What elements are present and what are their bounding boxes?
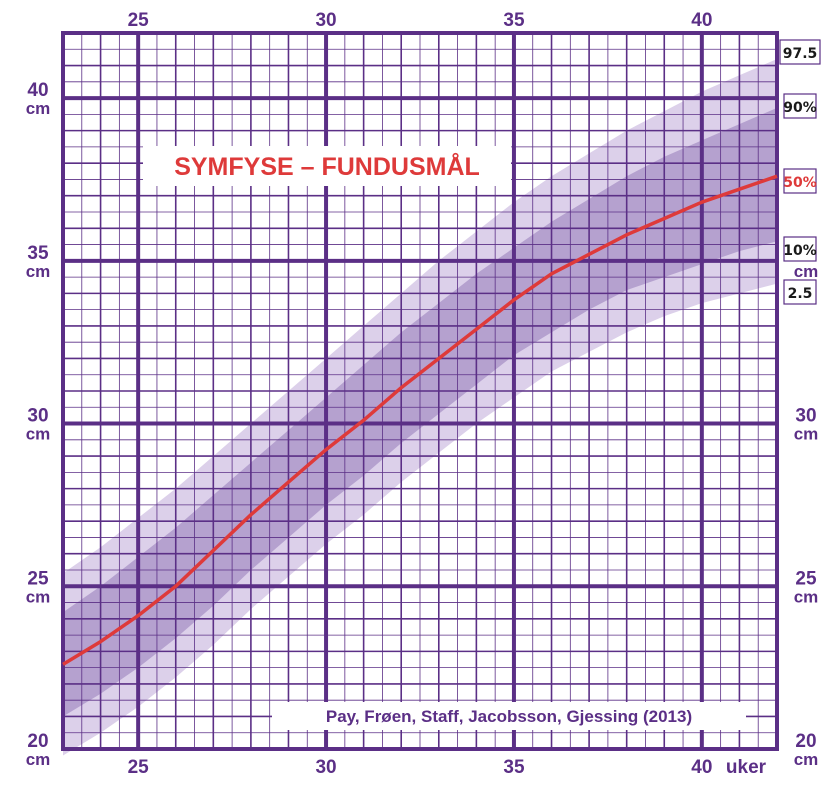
- y-unit-label-left: cm: [26, 587, 51, 606]
- y-tick-label-left: 40: [27, 80, 48, 101]
- y-tick-mask-left: [18, 564, 58, 609]
- series-50-line: [62, 174, 778, 666]
- x-tick-label-top: 35: [503, 10, 525, 31]
- percentile-label-box: [783, 236, 817, 262]
- y-unit-label-right: cm: [794, 750, 819, 769]
- y-unit-label-left: cm: [26, 262, 51, 281]
- x-tick-label-bottom: 30: [315, 757, 336, 778]
- percentile-label: 2.5: [788, 286, 813, 302]
- y-unit-label-right: cm: [794, 262, 819, 281]
- credit-text: Pay, Frøen, Staff, Jacobsson, Gjessing (…: [326, 707, 692, 726]
- credit-background: [272, 702, 746, 730]
- percentile-label-box: [779, 39, 821, 65]
- x-tick-label-top: 25: [128, 10, 150, 31]
- y-unit-label-right: cm: [794, 425, 819, 444]
- y-tick-label-right: 25: [795, 568, 817, 589]
- percentile-label: 97.5: [783, 46, 818, 62]
- percentile-label-box: [783, 168, 817, 194]
- chart-title: SYMFYSE – FUNDUSMÅL: [174, 152, 480, 181]
- y-unit-label-right: cm: [794, 587, 819, 606]
- y-unit-label-left: cm: [26, 425, 51, 444]
- y-tick-label-left: 30: [27, 406, 48, 427]
- plot-border: [61, 31, 779, 751]
- x-tick-label-bottom: 35: [503, 757, 525, 778]
- percentile-label: 50%: [783, 175, 817, 191]
- percentile-label: 10%: [783, 243, 817, 259]
- y-tick-label-left: 25: [27, 568, 49, 589]
- percentile-label: 90%: [783, 100, 817, 116]
- y-tick-mask-left: [18, 238, 58, 283]
- x-unit-label: uker: [726, 757, 767, 778]
- y-tick-label-left: 35: [27, 243, 49, 264]
- y-unit-label-left: cm: [26, 99, 51, 118]
- y-tick-label-right: 20: [795, 731, 816, 752]
- x-tick-label-bottom: 40: [691, 757, 712, 778]
- y-tick-mask-left: [18, 401, 58, 446]
- percentile-label-box: [783, 279, 817, 305]
- y-tick-mask-left: [18, 727, 58, 771]
- y-tick-label-left: 20: [27, 731, 48, 752]
- x-tick-label-bottom: 25: [128, 757, 150, 778]
- title-background: [143, 146, 511, 186]
- y-tick-label-right: 30: [795, 406, 816, 427]
- y-unit-label-left: cm: [26, 750, 51, 769]
- x-tick-label-top: 30: [315, 10, 336, 31]
- y-tick-mask-left: [18, 76, 58, 121]
- percentile-label-box: [783, 93, 817, 119]
- x-tick-label-top: 40: [691, 10, 712, 31]
